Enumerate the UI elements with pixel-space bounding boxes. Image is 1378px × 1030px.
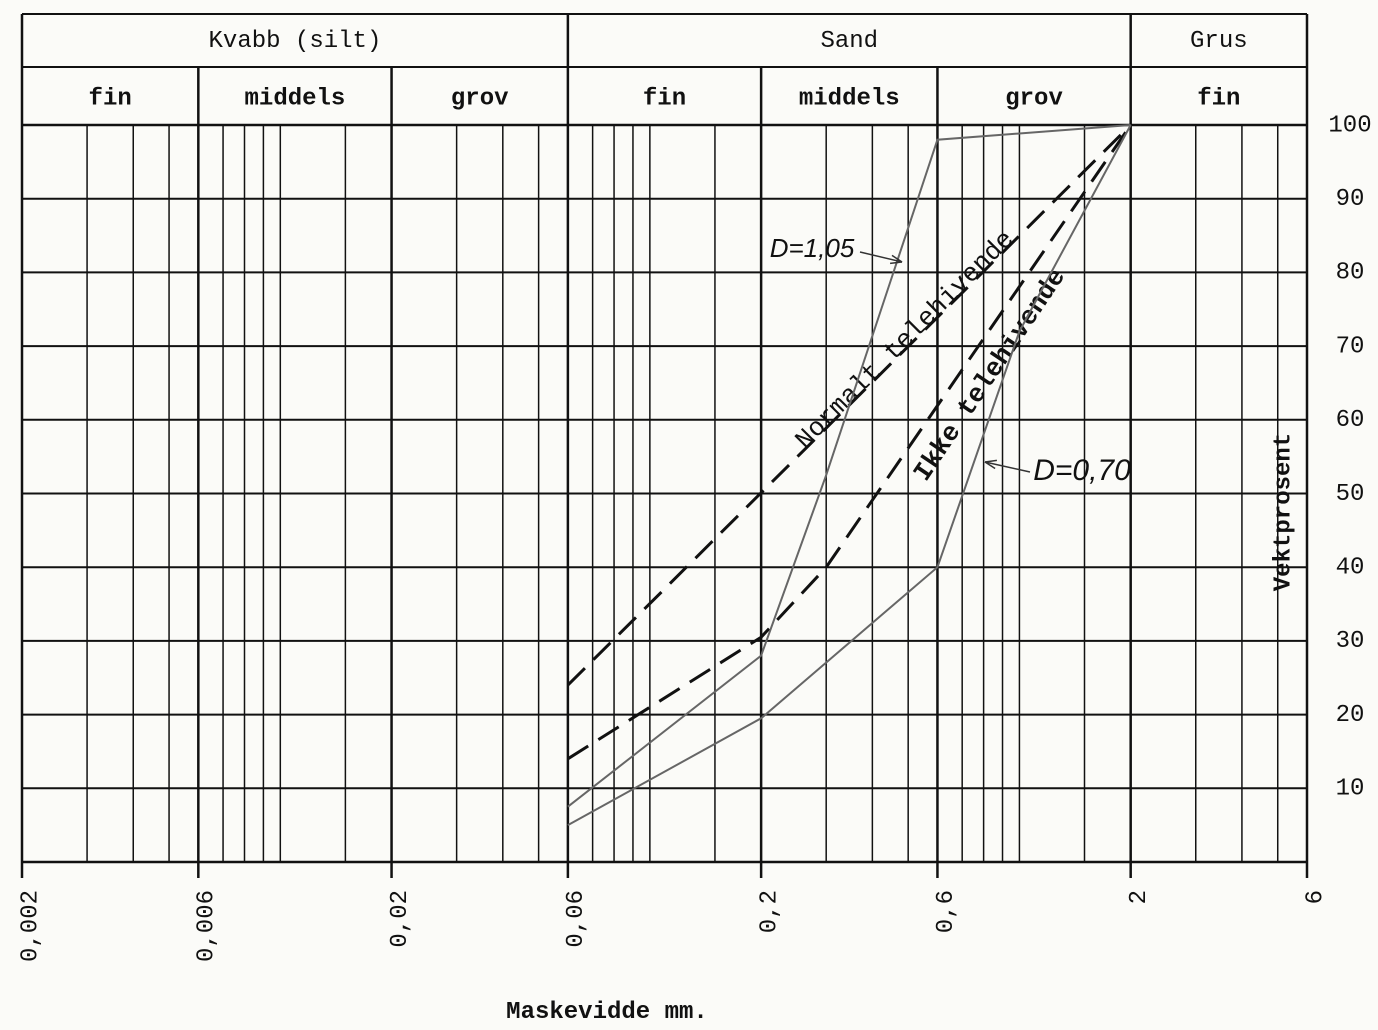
arrow-head [984,459,997,470]
y-tick-label: 80 [1336,260,1365,287]
series-line [567,124,1132,761]
y-tick-label: 40 [1336,555,1365,582]
subclass-label: fin [89,85,132,112]
series-label: D=1,05 [770,233,855,263]
annotation-arrow [859,251,903,263]
x-tick-label: 2 [1126,890,1153,904]
subclass-label: fin [1197,85,1240,112]
y-tick-label: 60 [1336,407,1365,434]
y-tick-label: 100 [1328,112,1371,139]
subclass-label: fin [643,85,686,112]
annotation-arrow [984,461,1031,473]
y-tick-label: 50 [1336,481,1365,508]
x-tick-label: 0,02 [387,890,414,948]
arrow-head [889,254,903,265]
subclass-label: middels [799,85,900,112]
x-tick-label: 0,2 [756,890,783,933]
subclass-label: middels [245,85,346,112]
y-tick-label: 70 [1336,333,1365,360]
x-tick-label: 0,002 [17,890,44,962]
series-line [567,124,1131,808]
subclass-label: grov [451,85,509,112]
x-tick-label: 0,6 [933,890,960,933]
x-tick-label: 6 [1302,890,1329,904]
y-axis-label: Vektprosent [1270,433,1297,591]
x-axis-label: Maskevidde mm. [506,999,708,1026]
y-tick-label: 90 [1336,186,1365,213]
series-label: D=0,70 [1033,454,1131,487]
class-label: Sand [820,28,878,55]
subclass-label: grov [1005,85,1063,112]
y-tick-label: 30 [1336,628,1365,655]
class-label: Kvabb (silt) [209,28,382,55]
class-label: Grus [1190,28,1248,55]
x-tick-label: 0,06 [563,890,590,948]
y-tick-label: 20 [1336,702,1365,729]
y-tick-label: 10 [1336,776,1365,803]
series-line [567,124,1132,827]
x-tick-label: 0,006 [194,890,221,962]
